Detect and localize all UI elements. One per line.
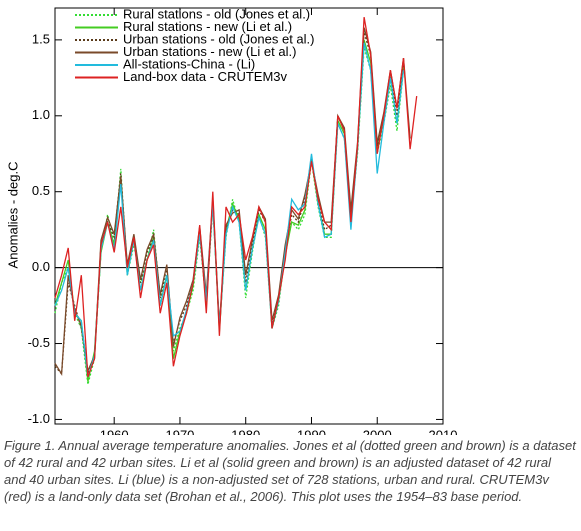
y-axis-label: Anomalies - deg.C — [5, 162, 20, 269]
y-tick-label: 1.0 — [32, 107, 50, 122]
caption: Figure 1. Annual average temperature ano… — [4, 438, 576, 504]
legend-label: Urban stations - new (Li et al.) — [123, 44, 296, 59]
y-tick-label: -1.0 — [28, 411, 50, 426]
x-tick-label: 2010 — [429, 427, 458, 435]
y-tick-label: 1.5 — [32, 31, 50, 46]
y-tick-label: 0.0 — [32, 259, 50, 274]
x-tick-label: 1980 — [231, 427, 260, 435]
x-tick-label: 1960 — [100, 427, 129, 435]
legend-label: Urban stations - old (Jones et al.) — [123, 31, 314, 46]
series-line — [54, 16, 418, 378]
legend-label: Land-box data - CRUTEM3v — [123, 69, 288, 84]
chart: Anomalies - deg.C 1.5 1.0 0.5 0.0 -0.5 -1.0 19… — [5, 6, 458, 442]
legend-label: Rural stations - new (Li et al.) — [123, 19, 292, 34]
x-tick-label: 1990 — [297, 427, 326, 435]
plot-frame — [54, 7, 444, 425]
x-tick-label: 1970 — [165, 427, 194, 435]
x-tick-label: 2000 — [363, 427, 392, 435]
y-tick-label: 0.5 — [32, 183, 50, 198]
legend-label: Rural stations - old (Jones et al.) — [123, 6, 310, 21]
series-line — [54, 27, 411, 376]
y-tick-label: -0.5 — [28, 335, 50, 350]
legend-label: All-stations-China - (Li) — [123, 56, 255, 71]
